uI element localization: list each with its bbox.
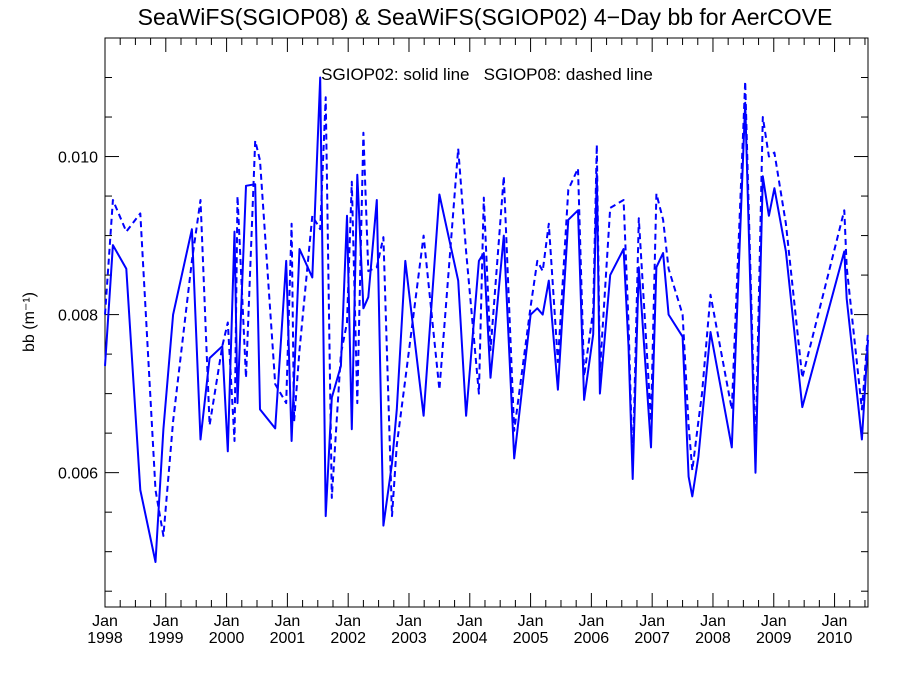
- x-tick-month-label: Jan: [457, 613, 483, 630]
- x-tick-year-label: 2005: [513, 630, 549, 647]
- chart-title: SeaWiFS(SGIOP08) & SeaWiFS(SGIOP02) 4−Da…: [138, 4, 833, 30]
- x-tick-month-label: Jan: [92, 613, 118, 630]
- x-tick-month-label: Jan: [335, 613, 361, 630]
- x-tick-month-label: Jan: [214, 613, 240, 630]
- y-axis-label: bb (m⁻¹): [21, 292, 38, 352]
- x-tick-year-label: 2009: [756, 630, 792, 647]
- y-tick-label: 0.008: [58, 308, 98, 325]
- x-tick-year-label: 2000: [209, 630, 245, 647]
- x-tick-month-label: Jan: [761, 613, 787, 630]
- x-tick-month-label: Jan: [153, 613, 179, 630]
- x-tick-month-label: Jan: [578, 613, 604, 630]
- x-tick-year-label: 2001: [270, 630, 306, 647]
- plot-area: 0.0060.0080.010Jan1998Jan1999Jan2000Jan2…: [58, 37, 869, 647]
- y-tick-label: 0.006: [58, 466, 98, 483]
- x-tick-year-label: 2002: [330, 630, 366, 647]
- x-tick-year-label: 2008: [695, 630, 731, 647]
- plot-frame: [104, 37, 869, 608]
- x-tick-year-label: 1999: [148, 630, 184, 647]
- x-tick-month-label: Jan: [396, 613, 422, 630]
- x-tick-year-label: 2010: [817, 630, 853, 647]
- line-style-annotation: SGIOP02: solid line SGIOP08: dashed line: [321, 65, 653, 84]
- x-tick-year-label: 2004: [452, 630, 488, 647]
- x-tick-year-label: 2006: [574, 630, 610, 647]
- x-tick-year-label: 2003: [391, 630, 427, 647]
- x-tick-month-label: Jan: [639, 613, 665, 630]
- series-line-sgiop02: [104, 76, 869, 563]
- x-tick-month-label: Jan: [518, 613, 544, 630]
- x-tick-year-label: 2007: [634, 630, 670, 647]
- x-tick-year-label: 1998: [87, 630, 123, 647]
- series-line-sgiop08: [104, 80, 869, 537]
- x-tick-month-label: Jan: [274, 613, 300, 630]
- x-tick-month-label: Jan: [700, 613, 726, 630]
- x-tick-month-label: Jan: [822, 613, 848, 630]
- y-tick-label: 0.010: [58, 150, 98, 167]
